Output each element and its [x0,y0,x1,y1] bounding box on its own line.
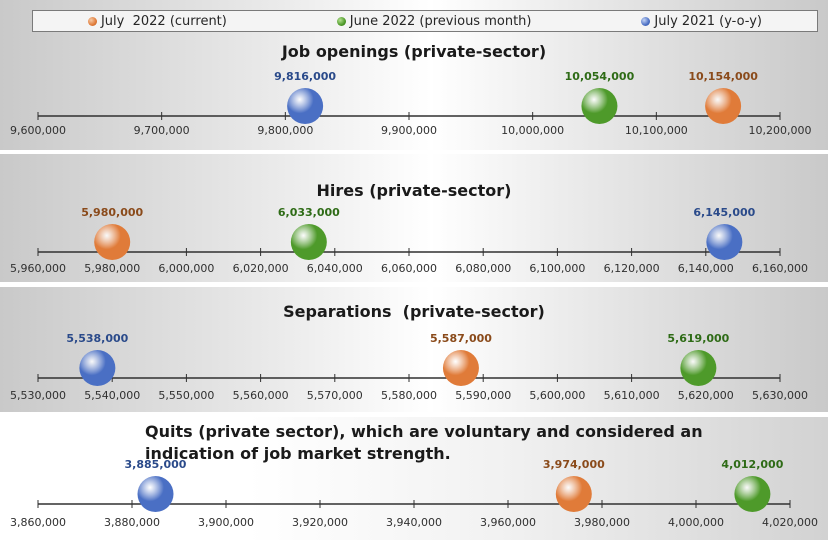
data-label: 5,980,000 [81,206,143,219]
legend-label: July 2021 (y-o-y) [654,13,763,29]
legend-item-year-over-year: July 2021 (y-o-y) [641,14,762,29]
tick-label: 5,540,000 [84,389,140,402]
tick-label: 6,080,000 [455,262,511,275]
tick-label: 10,000,000 [501,124,564,137]
data-point [706,224,743,260]
chart-title-quits: Quits (private sector), which are volunt… [145,422,703,463]
tick-label: 6,060,000 [381,262,437,275]
tick-label: 4,000,000 [668,516,724,529]
data-label: 6,145,000 [693,206,755,219]
tick-label: 5,600,000 [529,389,585,402]
tick-label: 5,960,000 [10,262,66,275]
data-label: 6,033,000 [278,206,340,219]
tick-label: 10,200,000 [749,124,812,137]
tick-label: 5,620,000 [678,389,734,402]
legend-label: July 2022 (current) [100,13,227,29]
tick-label: 6,120,000 [604,262,660,275]
tick-label: 4,020,000 [762,516,818,529]
tick-label: 5,580,000 [381,389,437,402]
data-label: 9,816,000 [274,70,336,83]
data-point [137,476,174,512]
chart-hires: 5,960,000 5,980,000 6,000,000 6,020,000 6,04… [10,206,808,275]
tick-label: 5,630,000 [752,389,808,402]
tick-label: 10,100,000 [625,124,688,137]
data-point [680,350,717,386]
tick-label: 3,860,000 [10,516,66,529]
data-label: 3,885,000 [125,458,187,471]
tick-label: 5,570,000 [307,389,363,402]
data-point [734,476,771,512]
chart-title-hires: Hires (private-sector) [316,181,512,200]
tick-label: 6,100,000 [529,262,585,275]
chart-title-separations: Separations (private-sector) [283,302,545,321]
legend-item-previous-month: June 2022 (previous month) [336,13,532,29]
data-label: 5,538,000 [66,332,128,345]
tick-label: 9,700,000 [134,124,190,137]
data-point [555,476,592,512]
tick-label: 5,980,000 [84,262,140,275]
tick-label: 6,160,000 [752,262,808,275]
panel-separations [0,287,828,412]
panel-quits [0,417,828,540]
data-point [290,224,327,260]
data-point [705,88,742,124]
data-label: 5,587,000 [430,332,492,345]
tick-label: 3,980,000 [574,516,630,529]
tick-label: 3,940,000 [386,516,442,529]
chart-quits: 3,860,000 3,880,000 3,900,000 3,920,000 3,94… [10,458,818,529]
data-point [287,88,324,124]
data-label: 10,054,000 [565,70,635,83]
tick-label: 6,020,000 [233,262,289,275]
tick-label: 3,920,000 [292,516,348,529]
chart-job-openings: 9,600,000 9,700,000 9,800,000 9,900,000 10,0… [10,70,811,137]
data-point [94,224,131,260]
tick-label: 3,960,000 [480,516,536,529]
panel-hires [0,154,828,282]
tick-label: 6,040,000 [307,262,363,275]
data-point [581,88,618,124]
legend-item-current: July 2022 (current) [87,13,227,29]
tick-label: 3,900,000 [198,516,254,529]
legend-marker-icon [336,16,346,26]
tick-label: 6,000,000 [158,262,214,275]
tick-label: 5,590,000 [455,389,511,402]
tick-label: 9,800,000 [257,124,313,137]
tick-label: 9,600,000 [10,124,66,137]
tick-label: 6,140,000 [678,262,734,275]
legend-label: June 2022 (previous month) [349,13,532,29]
tick-label: 5,550,000 [158,389,214,402]
data-label: 4,012,000 [721,458,783,471]
legend-marker-icon [641,16,651,26]
tick-label: 9,900,000 [381,124,437,137]
data-point [442,350,479,386]
tick-label: 5,560,000 [233,389,289,402]
tick-label: 5,610,000 [604,389,660,402]
chart-separations: 5,530,000 5,540,000 5,550,000 5,560,000 5,57… [10,332,808,402]
legend: July 2022 (current) June 2022 (previous … [32,10,818,32]
data-label: 10,154,000 [688,70,758,83]
data-label: 5,619,000 [667,332,729,345]
data-label: 3,974,000 [543,458,605,471]
tick-label: 5,530,000 [10,389,66,402]
data-point [79,350,116,386]
chart-title-job-openings: Job openings (private-sector) [281,42,547,61]
tick-label: 3,880,000 [104,516,160,529]
legend-marker-icon [87,16,97,26]
